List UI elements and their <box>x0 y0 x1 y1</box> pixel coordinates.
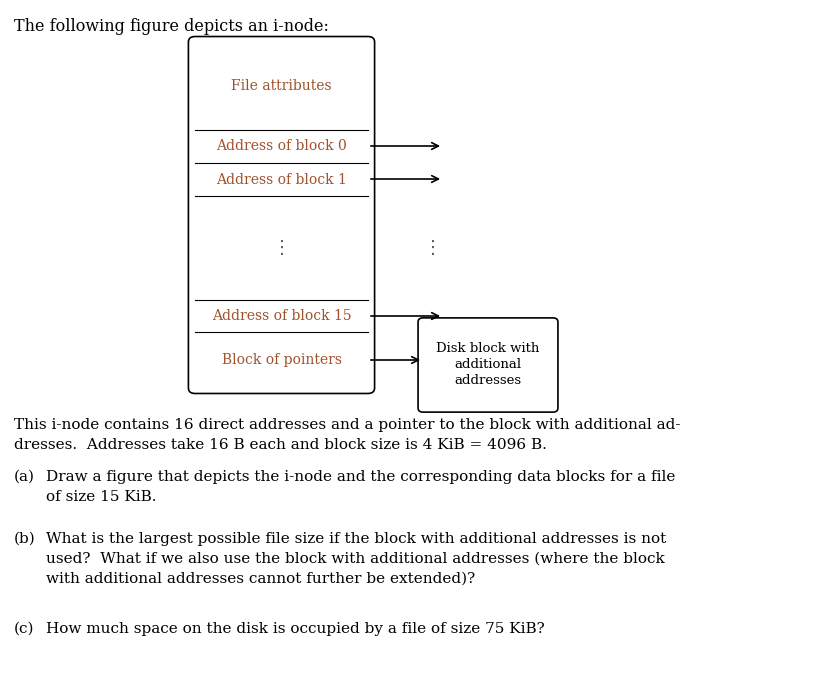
Text: used?  What if we also use the block with additional addresses (where the block: used? What if we also use the block with… <box>46 552 665 566</box>
Text: Draw a figure that depicts the i-node and the corresponding data blocks for a fi: Draw a figure that depicts the i-node an… <box>46 470 676 484</box>
FancyBboxPatch shape <box>418 318 558 412</box>
Text: What is the largest possible file size if the block with additional addresses is: What is the largest possible file size i… <box>46 532 667 546</box>
FancyBboxPatch shape <box>189 36 375 393</box>
Text: (b): (b) <box>14 532 35 546</box>
Text: with additional addresses cannot further be extended)?: with additional addresses cannot further… <box>46 572 475 586</box>
Text: Address of block 15: Address of block 15 <box>212 309 351 323</box>
Text: ⋮: ⋮ <box>273 239 291 257</box>
Text: ⋮: ⋮ <box>424 239 442 257</box>
Text: of size 15 KiB.: of size 15 KiB. <box>46 490 157 504</box>
Text: (c): (c) <box>14 622 35 636</box>
Text: (a): (a) <box>14 470 35 484</box>
Text: Address of block 1: Address of block 1 <box>216 173 347 186</box>
Text: Address of block 0: Address of block 0 <box>216 140 347 153</box>
Text: How much space on the disk is occupied by a file of size 75 KiB?: How much space on the disk is occupied b… <box>46 622 545 636</box>
Text: addresses: addresses <box>455 375 522 388</box>
Text: This i-node contains 16 direct addresses and a pointer to the block with additio: This i-node contains 16 direct addresses… <box>14 418 681 432</box>
Text: additional: additional <box>455 358 522 371</box>
Text: dresses.  Addresses take 16 B each and block size is 4 KiB = 4096 B.: dresses. Addresses take 16 B each and bl… <box>14 438 547 452</box>
Text: File attributes: File attributes <box>232 79 332 93</box>
Text: The following figure depicts an i-node:: The following figure depicts an i-node: <box>14 18 329 35</box>
Text: Block of pointers: Block of pointers <box>222 353 341 367</box>
Text: Disk block with: Disk block with <box>437 342 540 356</box>
